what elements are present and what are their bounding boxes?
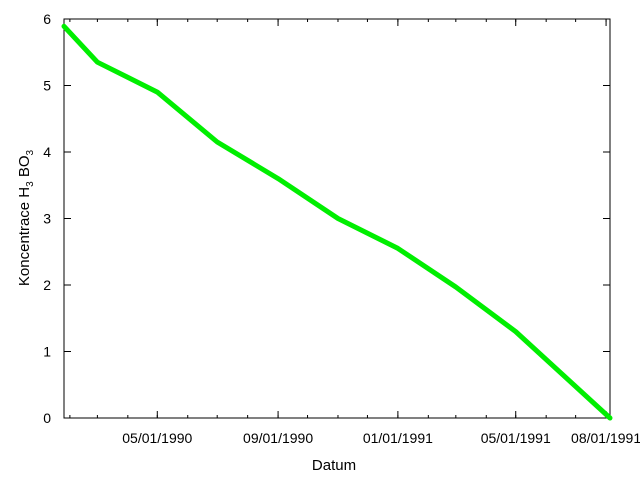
x-axis-ticks: 05/01/1990 09/01/1990 01/01/1991 05/01/1991… (69, 19, 640, 446)
y-tick-label: 0 (43, 410, 51, 426)
y-tick-label: 2 (43, 277, 51, 293)
series-line (61, 23, 613, 421)
x-tick-label: 09/01/1990 (243, 430, 313, 446)
x-tick-label: 05/01/1990 (122, 430, 192, 446)
x-tick-label: 01/01/1991 (363, 430, 433, 446)
y-tick-label: 6 (43, 11, 51, 27)
x-tick-label: 05/01/1991 (481, 430, 551, 446)
y-axis-title: Koncentrace H3 BO3 (16, 149, 36, 286)
x-axis-title: Datum (312, 457, 356, 474)
y-tick-label: 5 (43, 78, 51, 94)
y-tick-label: 3 (43, 211, 51, 227)
y-axis-ticks: 0 1 2 3 4 5 6 (43, 11, 610, 426)
x-tick-label: 08/01/1991 (571, 430, 640, 446)
series-layer (61, 23, 613, 421)
y-tick-label: 4 (43, 144, 51, 160)
y-tick-label: 1 (43, 344, 51, 360)
